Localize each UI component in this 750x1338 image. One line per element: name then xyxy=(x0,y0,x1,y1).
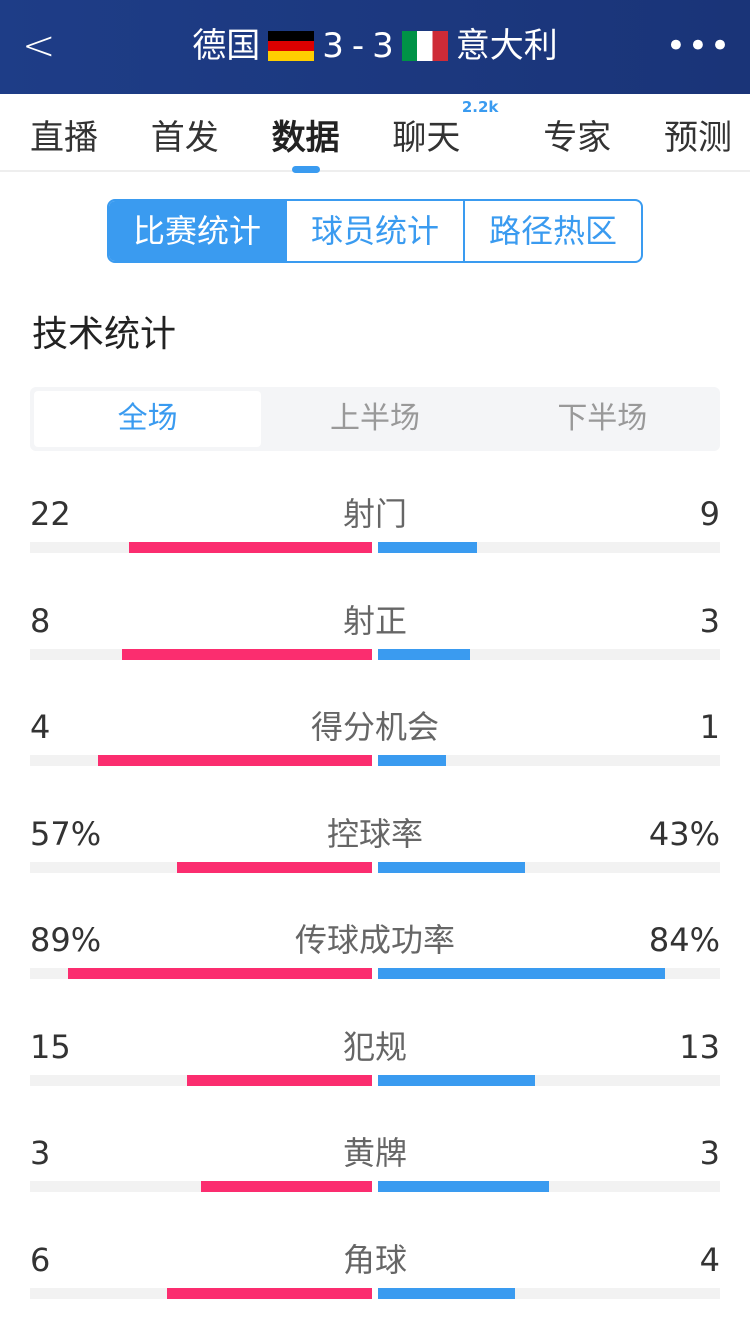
match-title: 德国 3 - 3 意大利 xyxy=(0,22,750,70)
home-bar xyxy=(122,648,372,660)
away-bar xyxy=(378,968,666,979)
stat-name: 射门 xyxy=(342,495,407,533)
italy-flag-icon xyxy=(401,31,448,61)
section-title: 技术统计 xyxy=(32,314,177,355)
home-bar xyxy=(166,1287,372,1299)
away-bar xyxy=(378,648,471,660)
stat-name: 射正 xyxy=(342,601,407,640)
match-header: < 德国 3 - 3 意大利 ••• xyxy=(0,0,750,94)
home-bar-track xyxy=(30,968,372,979)
away-value: 4 xyxy=(699,1240,720,1279)
tab-label: 直播 xyxy=(30,117,98,158)
tab-label: 专家 xyxy=(543,117,612,158)
away-value: 43% xyxy=(648,814,720,853)
tab-data[interactable]: 数据 xyxy=(271,106,340,173)
segment-heatmap[interactable]: 路径热区 xyxy=(463,201,641,261)
home-value: 4 xyxy=(30,708,51,746)
stat-row: 22 射门 9 xyxy=(30,492,720,592)
home-value: 89% xyxy=(30,921,102,959)
home-bar xyxy=(201,1181,372,1192)
stats-type-segment: 比赛统计 球员统计 路径热区 xyxy=(107,199,643,263)
germany-flag-icon xyxy=(268,31,315,61)
tab-lineup[interactable]: 首发 xyxy=(151,106,219,159)
away-value: 1 xyxy=(699,708,720,746)
tab-label: 聊天 xyxy=(392,117,461,158)
home-bar-track xyxy=(30,648,372,660)
away-value: 84% xyxy=(648,921,720,959)
away-bar-track xyxy=(378,755,720,766)
period-full[interactable]: 全场 xyxy=(34,391,262,447)
main-tabs: 直播 首发 数据 聊天 2.2k 专家 预测 xyxy=(0,94,750,173)
home-bar xyxy=(67,968,372,979)
away-bar-track xyxy=(378,542,720,553)
away-bar-track xyxy=(378,1074,720,1086)
stat-row: 8 射正 3 xyxy=(30,599,720,699)
away-bar xyxy=(378,1074,536,1086)
segment-match-stats[interactable]: 比赛统计 xyxy=(109,201,285,261)
stat-name: 得分机会 xyxy=(310,708,439,746)
stat-name: 角球 xyxy=(342,1240,407,1279)
segment-player-stats[interactable]: 球员统计 xyxy=(285,201,463,261)
home-bar xyxy=(187,1074,372,1086)
home-bar-track xyxy=(30,755,372,766)
tab-label: 首发 xyxy=(150,117,219,158)
period-second-half[interactable]: 下半场 xyxy=(557,401,648,436)
away-bar xyxy=(378,755,447,766)
home-bar-track xyxy=(30,1074,372,1086)
stat-row: 89% 传球成功率 84% xyxy=(30,918,720,1018)
stat-name: 传球成功率 xyxy=(294,921,455,959)
stat-name: 犯规 xyxy=(342,1027,407,1066)
home-value: 3 xyxy=(30,1134,51,1172)
home-score: 3 xyxy=(322,26,344,66)
away-value: 3 xyxy=(699,601,720,640)
stat-row: 3 黄牌 3 xyxy=(30,1131,720,1231)
away-bar-track xyxy=(378,648,720,660)
tab-chat[interactable]: 聊天 2.2k xyxy=(392,98,498,159)
home-value: 6 xyxy=(30,1240,51,1279)
tab-prediction[interactable]: 预测 xyxy=(664,106,732,159)
back-icon[interactable]: < xyxy=(22,23,56,69)
home-value: 57% xyxy=(30,814,102,853)
stat-name: 控球率 xyxy=(326,814,423,853)
home-bar-track xyxy=(30,1181,372,1192)
tab-live[interactable]: 直播 xyxy=(30,106,98,159)
stat-row: 15 犯规 13 xyxy=(30,1025,720,1125)
home-bar-track xyxy=(30,542,372,553)
away-bar-track xyxy=(378,861,720,873)
more-icon[interactable]: ••• xyxy=(665,26,732,66)
tab-label: 数据 xyxy=(271,117,340,158)
home-team: 德国 xyxy=(192,26,261,66)
chat-count-badge: 2.2k xyxy=(461,97,499,116)
home-bar-track xyxy=(30,1287,372,1299)
home-bar xyxy=(129,542,372,553)
home-bar xyxy=(98,755,372,766)
stat-row: 6 角球 4 xyxy=(30,1238,720,1338)
score-separator: - xyxy=(351,26,365,66)
away-bar xyxy=(378,542,478,553)
stat-name: 黄牌 xyxy=(342,1134,407,1172)
away-value: 9 xyxy=(699,495,720,533)
stat-row: 4 得分机会 1 xyxy=(30,705,720,805)
home-bar xyxy=(177,861,372,873)
away-bar-track xyxy=(378,1287,720,1299)
away-value: 3 xyxy=(699,1134,720,1172)
home-value: 22 xyxy=(30,495,71,533)
period-first-half[interactable]: 上半场 xyxy=(329,401,420,436)
away-bar xyxy=(378,861,526,873)
away-bar-track xyxy=(378,1181,720,1192)
away-bar xyxy=(378,1287,515,1299)
away-bar-track xyxy=(378,968,720,979)
stat-row: 57% 控球率 43% xyxy=(30,812,720,912)
away-team: 意大利 xyxy=(455,26,558,66)
away-bar xyxy=(378,1181,549,1192)
away-score: 3 xyxy=(372,26,394,66)
tab-experts[interactable]: 专家 xyxy=(543,106,611,159)
period-selector: 全场 上半场 下半场 xyxy=(30,387,720,451)
tab-label: 预测 xyxy=(663,117,732,158)
home-value: 8 xyxy=(30,601,51,640)
home-bar-track xyxy=(30,861,372,873)
away-value: 13 xyxy=(679,1027,720,1066)
home-value: 15 xyxy=(30,1027,71,1066)
